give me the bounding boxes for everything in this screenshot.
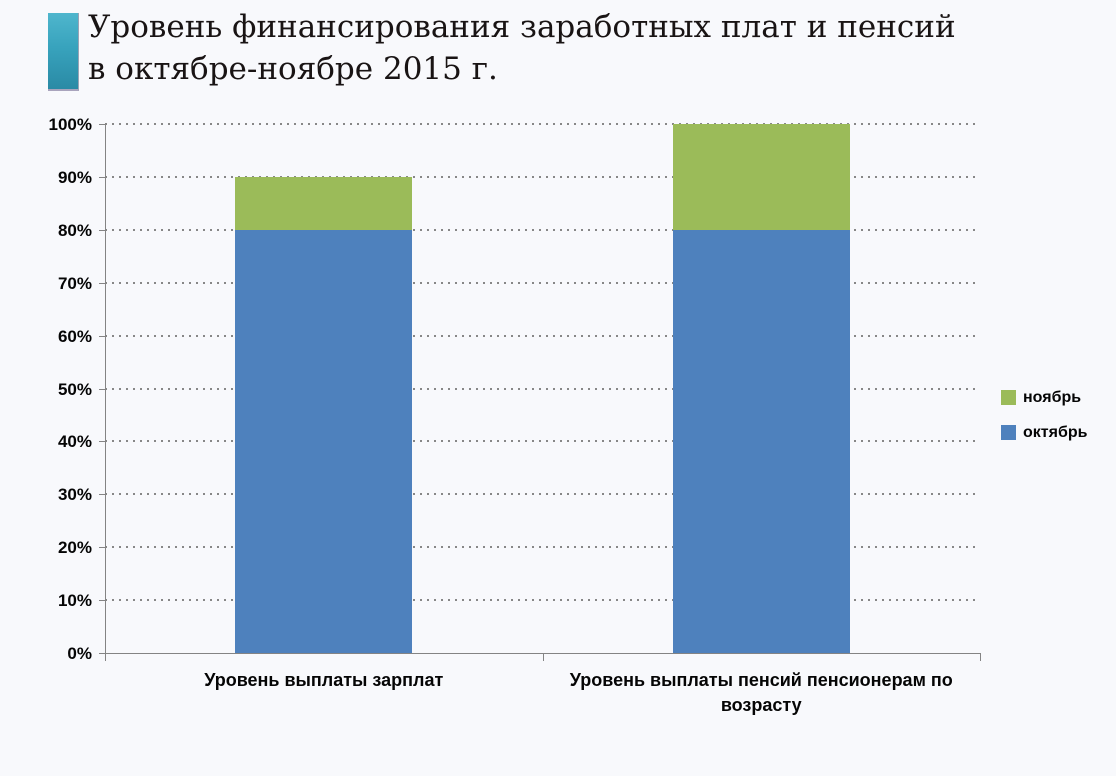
gridline-40% [105, 440, 980, 443]
y-tick-label-90%: 90% [57, 167, 92, 187]
y-tick-label-30%: 30% [57, 485, 92, 505]
y-tick-label-10%: 10% [57, 591, 92, 611]
category-label-1: Уровень выплаты зарплат [204, 670, 444, 690]
gridline-50% [105, 387, 980, 390]
gridline-20% [105, 546, 980, 549]
legend-label: октябрь [1023, 423, 1088, 441]
title-accent-bar [48, 13, 79, 91]
y-tick-label-100%: 100% [48, 115, 92, 134]
y-tick-label-40%: 40% [57, 432, 92, 452]
legend-item-ноябрь: ноябрь [1001, 388, 1087, 407]
gridline-80% [105, 228, 980, 231]
y-tick-40% [99, 441, 105, 443]
gridline-60% [105, 334, 980, 337]
y-tick-10% [99, 600, 105, 602]
y-tick-0% [99, 653, 105, 654]
legend-label: ноябрь [1023, 388, 1082, 406]
legend: ноябрь октябрь [1001, 388, 1087, 458]
y-tick-label-50%: 50% [57, 379, 92, 399]
bar-segment-октябрь-cat2 [672, 229, 850, 653]
gridline-100% [105, 123, 980, 125]
y-tick-label-20%: 20% [57, 538, 92, 558]
category-label-2: Уровень выплаты пенсий пенсионерам по во… [569, 670, 953, 715]
y-tick-label-70%: 70% [57, 273, 92, 293]
y-tick-label-60%: 60% [57, 326, 92, 346]
y-tick-100% [99, 124, 105, 125]
y-tick-label-0%: 0% [67, 644, 92, 663]
bar-segment-ноябрь-cat2 [672, 124, 850, 230]
x-axis-tick-2 [980, 653, 981, 661]
gridline-90% [105, 175, 980, 178]
y-tick-70% [99, 282, 105, 284]
y-tick-30% [99, 494, 105, 496]
y-tick-80% [99, 229, 105, 231]
legend-marker-icon [1001, 425, 1016, 440]
bar-segment-октябрь-cat1 [235, 229, 413, 653]
bar-segment-ноябрь-cat1 [235, 176, 413, 230]
gridline-70% [105, 281, 980, 284]
x-axis-tick-1 [542, 653, 544, 661]
y-tick-20% [99, 547, 105, 549]
y-axis-line [105, 124, 106, 660]
y-tick-60% [99, 335, 105, 337]
legend-marker-icon [1001, 390, 1016, 405]
x-axis-tick-0 [105, 653, 106, 661]
chart-title: Уровень финансирования заработных плат и… [88, 6, 1048, 90]
legend-item-октябрь: октябрь [1001, 423, 1087, 442]
y-tick-90% [99, 176, 105, 178]
chart-title-line-1: Уровень финансирования заработных плат и… [88, 9, 956, 45]
y-tick-label-80%: 80% [57, 220, 92, 240]
gridline-30% [105, 493, 980, 496]
chart-title-line-2: в октябре-ноябре 2015 г. [88, 51, 498, 87]
gridline-10% [105, 599, 980, 602]
y-tick-50% [99, 388, 105, 390]
